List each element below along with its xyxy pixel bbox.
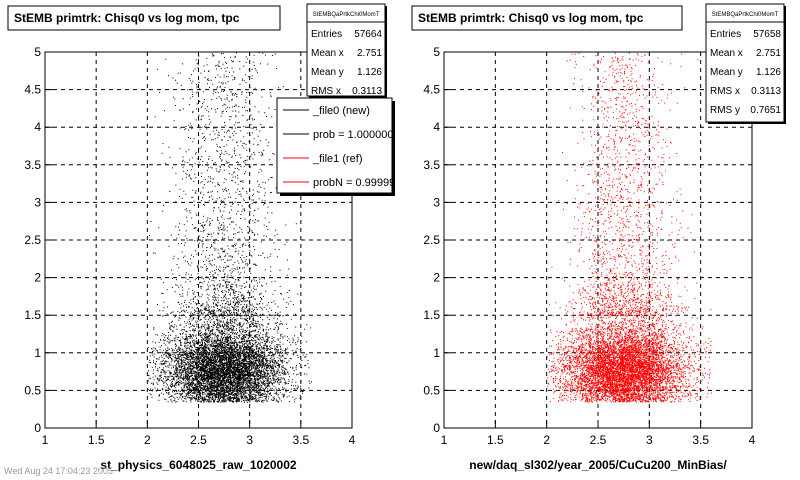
scatter-points [147, 52, 312, 403]
x-tick-label: 1 [42, 433, 49, 447]
y-tick-label: 3 [433, 195, 440, 209]
stats-row-value: 0.3113 [352, 86, 382, 97]
y-tick-label: 3.5 [423, 158, 440, 172]
stats-row-value: 1.126 [756, 67, 781, 78]
y-tick-label: 1 [34, 346, 41, 360]
legend-entry-label: _file0 (new) [312, 105, 370, 117]
stats-box [306, 3, 386, 97]
y-tick-label: 2 [433, 271, 440, 285]
stats-name: StEMBQaPrtkChi0MomT [313, 12, 380, 18]
x-axis-label: st_physics_6048025_raw_1020002 [100, 458, 296, 472]
stats-row-label: RMS x [311, 86, 341, 97]
y-tick-label: 3.5 [24, 158, 41, 172]
chart-panel-2: 1 1.5 2 2.5 3 3.5 4 0 0.5 1 1.5 2 2.5 3 3.5 4 4.5 5 StEMB … [411, 3, 786, 472]
y-tick-label: 5 [433, 45, 440, 59]
stats-row-value: 57664 [354, 29, 382, 40]
x-tick-label: 1.5 [88, 433, 105, 447]
chart-title: StEMB primtrk: Chisq0 vs log mom, tpc [14, 11, 240, 25]
legend-entry-label: probN = 0.999990 [313, 177, 401, 189]
y-tick-label: 1 [433, 346, 440, 360]
stats-name: StEMBQaPrtkChi0MomT [712, 12, 779, 18]
legend-entry-label: _file1 (ref) [312, 153, 363, 165]
x-tick-label: 1.5 [487, 433, 504, 447]
stats-row-label: Mean y [311, 67, 344, 78]
stats-row-label: Entries [311, 29, 342, 40]
x-tick-label: 2.5 [190, 433, 207, 447]
x-axis-label: new/daq_sl302/year_2005/CuCu200_MinBias/ [469, 458, 727, 472]
x-tick-label: 2 [144, 433, 151, 447]
y-tick-label: 2.5 [24, 233, 41, 247]
chart-title-box [7, 5, 281, 31]
y-tick-label: 0.5 [423, 383, 440, 397]
y-tick-label: 0 [34, 421, 41, 435]
x-tick-label: 3 [246, 433, 253, 447]
y-tick-label: 2.5 [423, 233, 440, 247]
y-tick-label: 1.5 [423, 308, 440, 322]
legend-entry-label: prob = 1.000000 [313, 129, 393, 141]
x-tick-label: 3.5 [692, 433, 709, 447]
stats-box [705, 3, 785, 123]
stats-row-label: Mean x [311, 48, 344, 59]
x-tick-label: 2.5 [590, 433, 607, 447]
y-tick-label: 0 [433, 421, 440, 435]
chart-title-box [411, 5, 683, 31]
y-tick-label: 4 [433, 120, 440, 134]
y-tick-label: 5 [34, 45, 41, 59]
stats-row-value: 0.3113 [751, 86, 781, 97]
stats-row-label: RMS x [710, 86, 740, 97]
x-tick-label: 4 [749, 433, 756, 447]
stats-row-label: Mean y [710, 67, 743, 78]
x-tick-label: 4 [349, 433, 356, 447]
footer-timestamp: Wed Aug 24 17:04:23 2005 [4, 466, 113, 476]
stats-row-value: 2.751 [357, 48, 382, 59]
stats-row-label: RMS y [710, 105, 740, 116]
x-tick-label: 3 [646, 433, 653, 447]
x-tick-label: 1 [441, 433, 448, 447]
y-tick-label: 2 [34, 271, 41, 285]
y-tick-label: 0.5 [24, 383, 41, 397]
stats-row-label: Mean x [710, 48, 743, 59]
scatter-points [546, 52, 712, 403]
chart-panel-1: 1 1.5 2 2.5 3 3.5 4 0 0.5 1 1.5 2 2.5 3 3.5 4 4.5 5 StEMB … [7, 3, 401, 472]
chart-title: StEMB primtrk: Chisq0 vs log mom, tpc [418, 11, 644, 25]
y-tick-label: 1.5 [24, 308, 41, 322]
legend-box [276, 97, 393, 194]
stats-row-value: 57658 [753, 29, 781, 40]
stats-row-label: Entries [710, 29, 741, 40]
stats-row-value: 1.126 [357, 67, 382, 78]
x-tick-label: 3.5 [292, 433, 309, 447]
x-tick-label: 2 [543, 433, 550, 447]
scatter-markers [546, 52, 712, 403]
stats-row-value: 0.7651 [750, 105, 781, 116]
legend-clip-group: _file0 (new) prob = 1.000000 _file1 (ref) p… [283, 105, 401, 189]
y-tick-label: 3 [34, 195, 41, 209]
y-tick-label: 4.5 [423, 83, 440, 97]
stats-row-value: 2.751 [756, 48, 781, 59]
y-tick-label: 4 [34, 120, 41, 134]
y-tick-label: 4.5 [24, 83, 41, 97]
scatter-markers [147, 52, 312, 403]
